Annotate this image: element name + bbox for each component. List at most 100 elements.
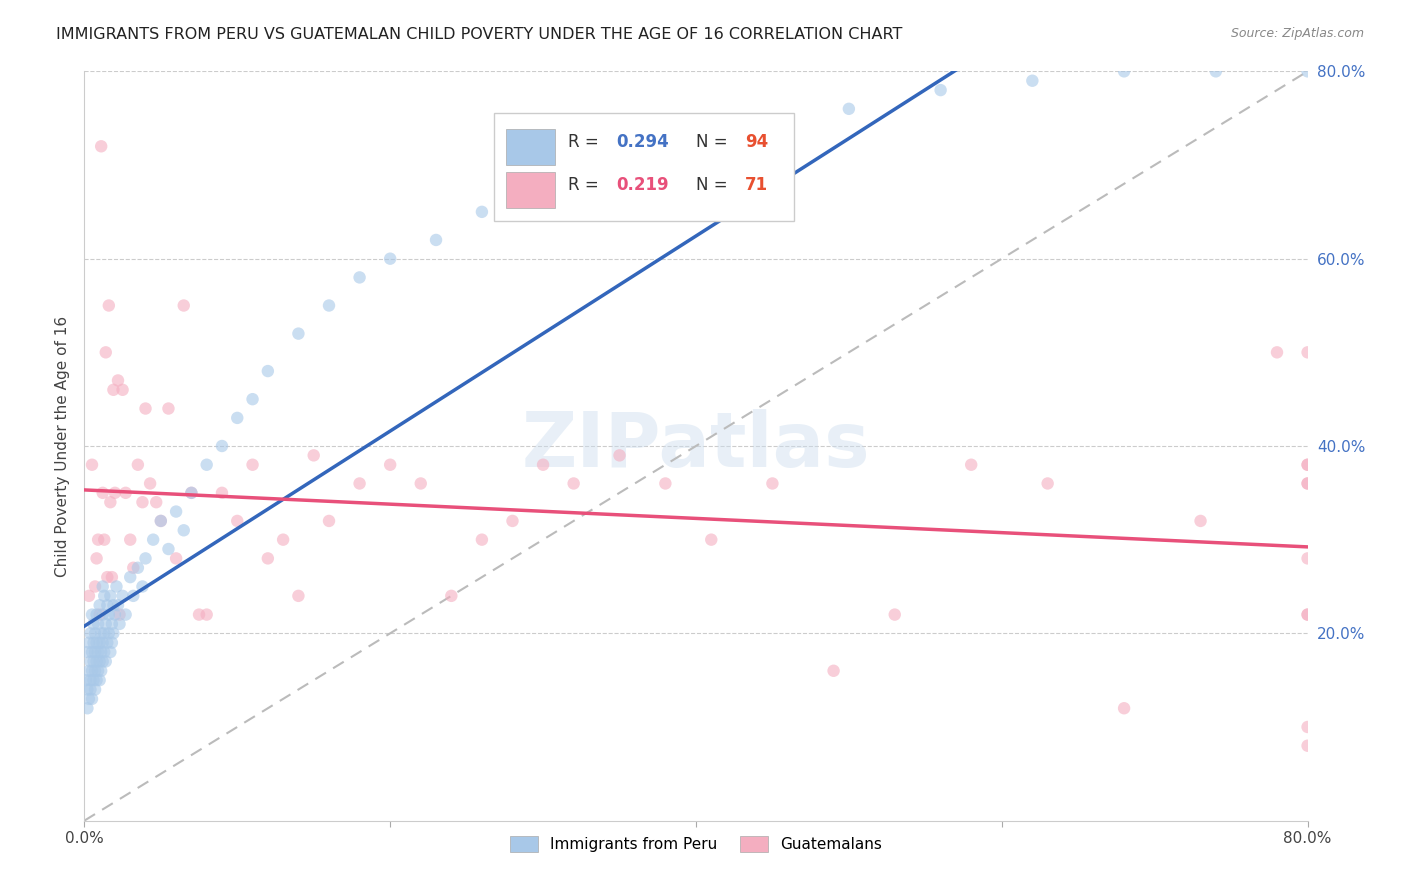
Point <box>83 673 105 688</box>
Point <box>91 655 114 669</box>
Point <box>531 177 554 191</box>
Point <box>318 298 340 313</box>
Point <box>1296 739 1319 753</box>
Point <box>101 570 124 584</box>
Point <box>76 701 98 715</box>
Point <box>1265 345 1288 359</box>
Point <box>90 645 112 659</box>
Point <box>471 205 494 219</box>
Point <box>77 635 100 649</box>
Point <box>1296 476 1319 491</box>
Point <box>257 364 280 378</box>
Point <box>425 233 447 247</box>
Point <box>1296 345 1319 359</box>
Point <box>79 682 101 697</box>
Bar <box>506 129 555 165</box>
Point <box>89 655 111 669</box>
Point <box>302 449 325 463</box>
Point <box>531 458 554 472</box>
Point <box>79 673 101 688</box>
Point <box>105 580 128 594</box>
Point <box>101 617 124 632</box>
Text: IMMIGRANTS FROM PERU VS GUATEMALAN CHILD POVERTY UNDER THE AGE OF 16 CORRELATION: IMMIGRANTS FROM PERU VS GUATEMALAN CHILD… <box>56 27 903 42</box>
Point <box>1296 607 1319 622</box>
Point <box>93 626 115 640</box>
Point <box>98 589 121 603</box>
Point <box>86 673 108 688</box>
Text: N =: N = <box>696 133 733 151</box>
Text: Source: ZipAtlas.com: Source: ZipAtlas.com <box>1230 27 1364 40</box>
Point <box>157 542 180 557</box>
Point <box>131 580 153 594</box>
Point <box>157 401 180 416</box>
Point <box>94 617 117 632</box>
Point <box>127 458 149 472</box>
Bar <box>506 172 555 208</box>
Point <box>97 607 120 622</box>
Point <box>94 655 117 669</box>
Point <box>83 655 105 669</box>
Point <box>139 476 162 491</box>
Text: 0.294: 0.294 <box>616 133 669 151</box>
Point <box>87 645 110 659</box>
Point <box>89 599 111 613</box>
Point <box>960 458 983 472</box>
Point <box>761 120 783 135</box>
Point <box>77 664 100 678</box>
Point <box>242 458 264 472</box>
Point <box>93 645 115 659</box>
Point <box>79 626 101 640</box>
Point <box>211 439 233 453</box>
Point <box>1296 458 1319 472</box>
Point <box>91 486 114 500</box>
Point <box>122 589 145 603</box>
Point <box>120 533 142 547</box>
Point <box>149 514 172 528</box>
Point <box>101 635 124 649</box>
Point <box>80 607 103 622</box>
Point <box>1114 701 1136 715</box>
Text: 94: 94 <box>745 133 768 151</box>
Point <box>91 607 114 622</box>
Point <box>98 645 121 659</box>
Point <box>107 374 129 388</box>
Point <box>97 626 120 640</box>
Point <box>80 645 103 659</box>
Text: 0.219: 0.219 <box>616 177 669 194</box>
Point <box>86 655 108 669</box>
Point <box>226 411 249 425</box>
Point <box>96 570 118 584</box>
Point <box>287 326 309 341</box>
Point <box>86 635 108 649</box>
Text: N =: N = <box>696 177 733 194</box>
Point <box>94 345 117 359</box>
Point <box>1296 551 1319 566</box>
Point <box>127 561 149 575</box>
Point <box>103 599 125 613</box>
Point <box>114 486 136 500</box>
Point <box>349 270 371 285</box>
Point <box>90 626 112 640</box>
Point <box>93 533 115 547</box>
Point <box>111 383 134 397</box>
Point <box>107 599 129 613</box>
Point <box>1296 720 1319 734</box>
Point <box>97 298 120 313</box>
Point <box>195 607 218 622</box>
Point <box>188 607 211 622</box>
Point <box>440 589 463 603</box>
Point <box>135 551 157 566</box>
Point <box>142 533 165 547</box>
Point <box>104 607 127 622</box>
Point <box>1114 64 1136 78</box>
Point <box>211 486 233 500</box>
Point <box>823 664 845 678</box>
Point <box>562 476 585 491</box>
Point <box>131 495 153 509</box>
Text: 71: 71 <box>745 177 768 194</box>
Point <box>80 692 103 706</box>
Point <box>84 645 107 659</box>
Point <box>96 635 118 649</box>
Point <box>83 635 105 649</box>
Point <box>96 599 118 613</box>
